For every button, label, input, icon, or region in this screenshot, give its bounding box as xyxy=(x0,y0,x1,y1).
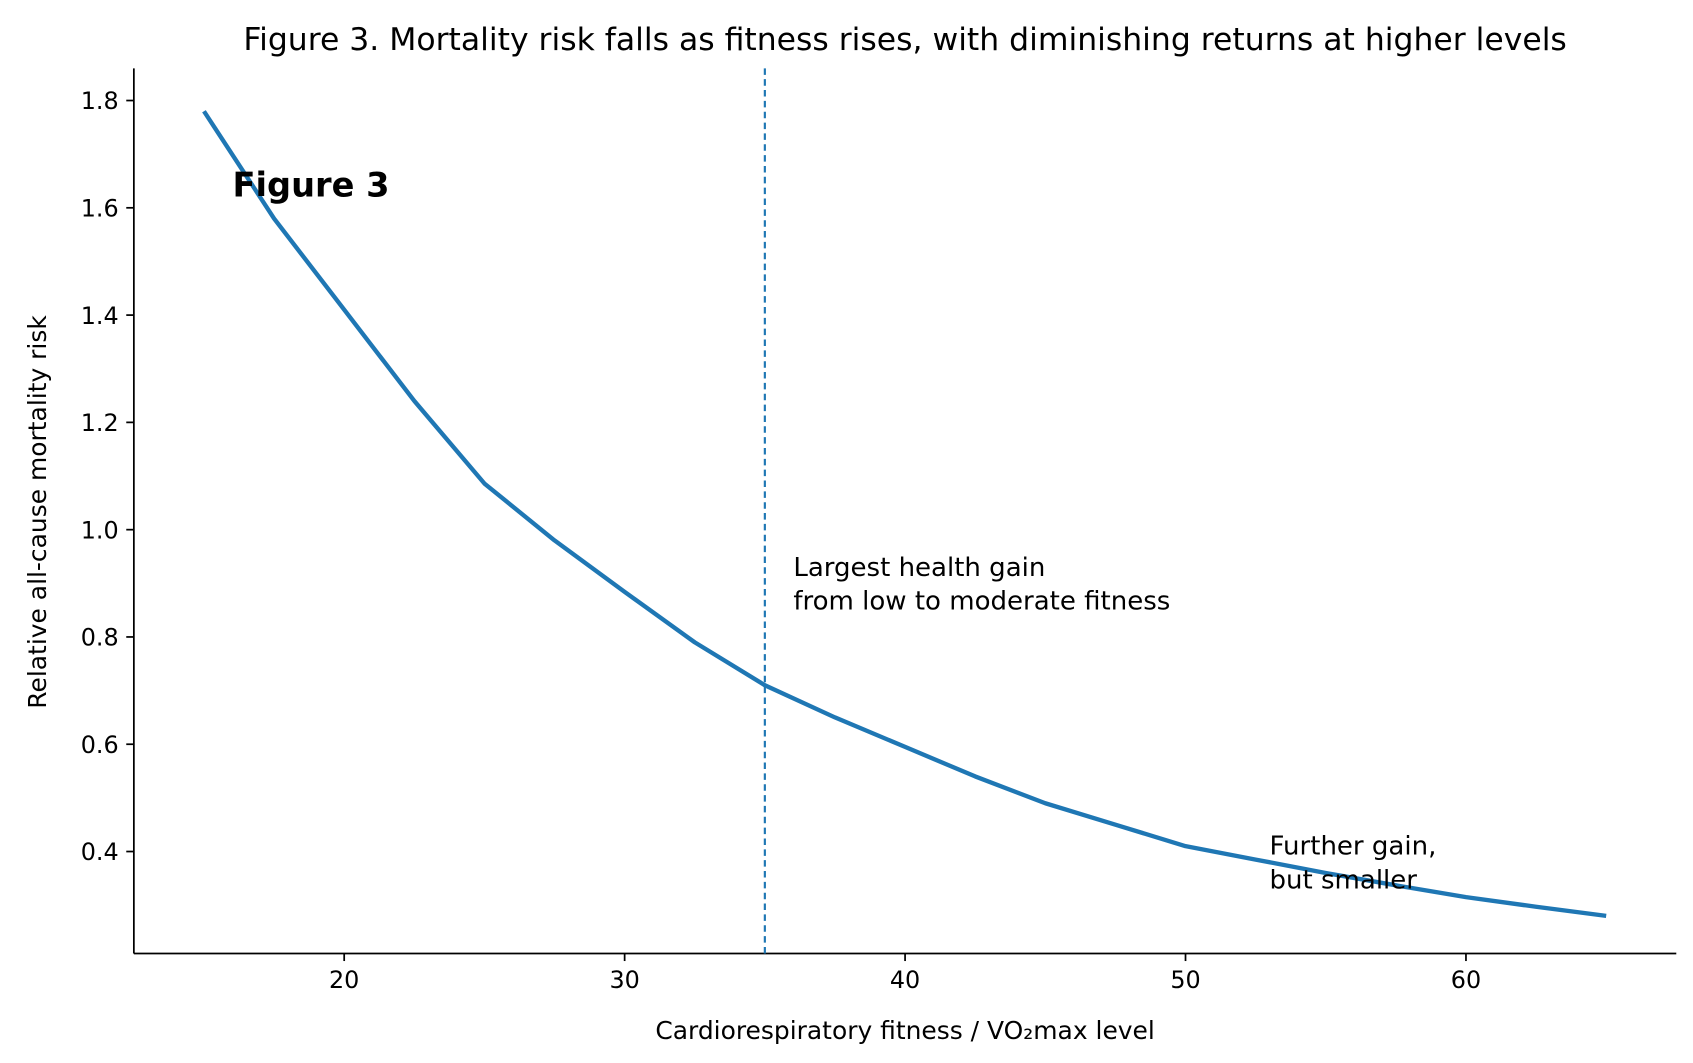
y-tick-label: 1.2 xyxy=(81,409,119,437)
y-tick-label: 1.8 xyxy=(81,87,119,115)
annotation: Further gain, xyxy=(1270,832,1437,862)
x-axis-label: Cardiorespiratory fitness / VO₂max level xyxy=(655,1016,1155,1045)
y-tick-label: 0.6 xyxy=(81,731,119,759)
annotation: Largest health gain xyxy=(793,553,1045,583)
annotation: Figure 3 xyxy=(233,165,390,204)
data-line xyxy=(202,110,1607,919)
chart-title: Figure 3. Mortality risk falls as fitnes… xyxy=(243,22,1567,58)
y-tick-label: 0.4 xyxy=(81,838,119,866)
annotation: from low to moderate fitness xyxy=(793,587,1170,617)
y-tick-label: 1.6 xyxy=(81,194,119,222)
x-tick-label: 30 xyxy=(609,966,639,994)
x-tick-label: 40 xyxy=(890,966,920,994)
x-tick-label: 60 xyxy=(1451,966,1481,994)
y-tick-label: 0.8 xyxy=(81,624,119,652)
x-tick-label: 50 xyxy=(1170,966,1200,994)
y-tick-label: 1.0 xyxy=(81,516,119,544)
annotation: but smaller xyxy=(1270,865,1418,895)
x-tick-label: 20 xyxy=(329,966,359,994)
y-tick-label: 1.4 xyxy=(81,302,119,330)
y-axis-label: Relative all-cause mortality risk xyxy=(23,315,52,709)
